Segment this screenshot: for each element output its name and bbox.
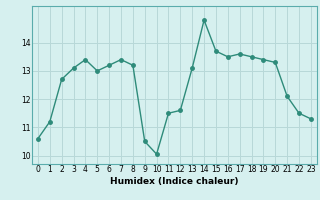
X-axis label: Humidex (Indice chaleur): Humidex (Indice chaleur) (110, 177, 239, 186)
